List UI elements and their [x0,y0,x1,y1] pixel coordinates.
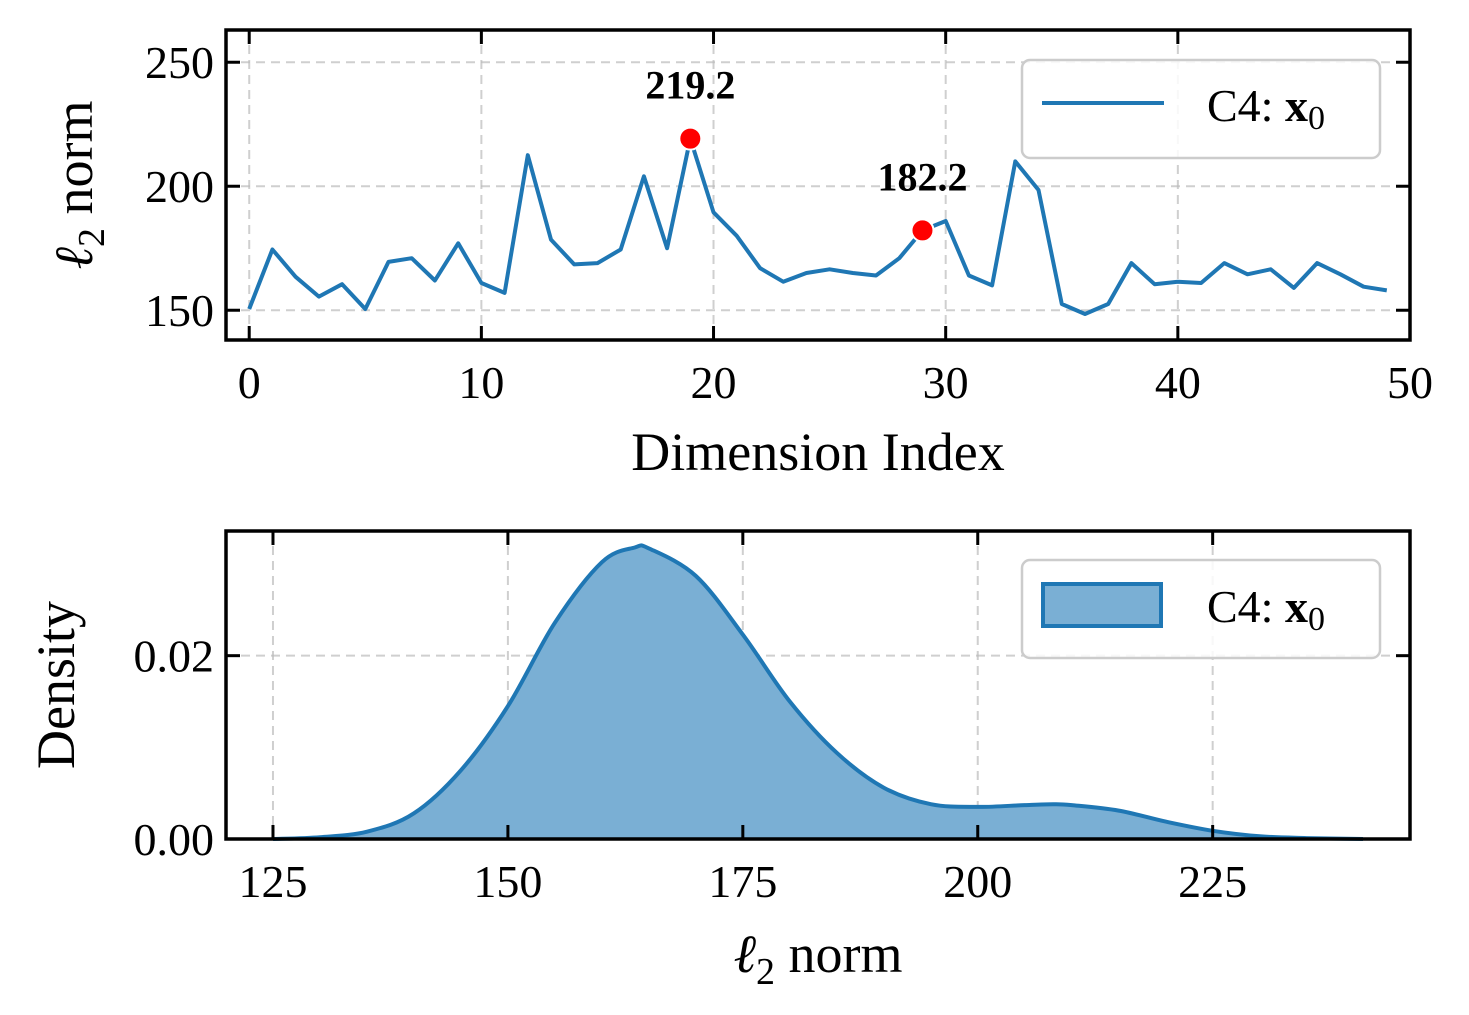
y-tick-label: 200 [145,161,214,212]
bottom-x-ell: ℓ [734,924,757,984]
bottom-legend-prefix: C4: [1207,581,1285,632]
y-tick-label: 150 [145,285,214,336]
bottom-x-sub: 2 [756,951,775,993]
peak-marker [910,218,935,243]
peak-marker [678,126,703,151]
bottom-legend-bold: x [1285,581,1308,632]
top-series-line [247,136,1388,316]
top-y-ell: ℓ [44,247,104,270]
x-tick-label: 10 [458,357,504,408]
x-tick-label: 125 [238,856,307,907]
x-tick-label: 20 [691,357,737,408]
top-legend-box [1020,58,1382,160]
bottom-y-axis-title: Density [26,601,86,769]
peak-value-label: 182.2 [877,154,967,199]
top-legend-bold: x [1285,80,1308,131]
bottom-density-fill [273,545,1363,839]
bottom-legend-sub: 0 [1308,601,1325,638]
top-x-axis-title: Dimension Index [631,422,1004,482]
y-tick-label: 0.02 [134,631,215,682]
x-tick-label: 40 [1155,357,1201,408]
x-tick-label: 175 [708,856,777,907]
top-legend-label: C4: x0 [1207,80,1325,137]
bottom-density-line [272,543,1364,841]
x-tick-label: 0 [238,357,261,408]
x-tick-label: 50 [1387,357,1433,408]
top-y-rest: norm [44,101,104,229]
y-tick-label: 0.00 [134,814,215,865]
top-legend-prefix: C4: [1207,80,1285,131]
top-legend: C4: x0 [1020,58,1382,160]
top-ticks: 0 10 20 30 40 50 150 200 250 [145,30,1433,408]
top-legend-sub: 0 [1308,100,1325,137]
top-annotation-marks: 219.2 182.2 [645,63,967,243]
bottom-x-axis-title: ℓ2 norm [734,924,903,993]
bottom-legend-swatch [1041,582,1163,628]
peak-value-label: 219.2 [645,63,735,108]
top-y-sub: 2 [71,228,113,247]
bottom-ticks: 125 150 175 200 225 0.00 0.02 [134,531,1410,907]
x-tick-label: 150 [473,856,542,907]
x-tick-label: 225 [1178,856,1247,907]
x-tick-label: 30 [923,357,969,408]
bottom-legend-label: C4: x0 [1207,581,1325,638]
x-tick-label: 200 [943,856,1012,907]
bottom-legend: C4: x0 [1020,558,1382,660]
top-y-axis-title: ℓ2 norm [44,101,113,270]
bottom-x-rest: norm [775,924,903,984]
y-tick-label: 250 [145,37,214,88]
bottom-axes-frame [224,529,1412,841]
